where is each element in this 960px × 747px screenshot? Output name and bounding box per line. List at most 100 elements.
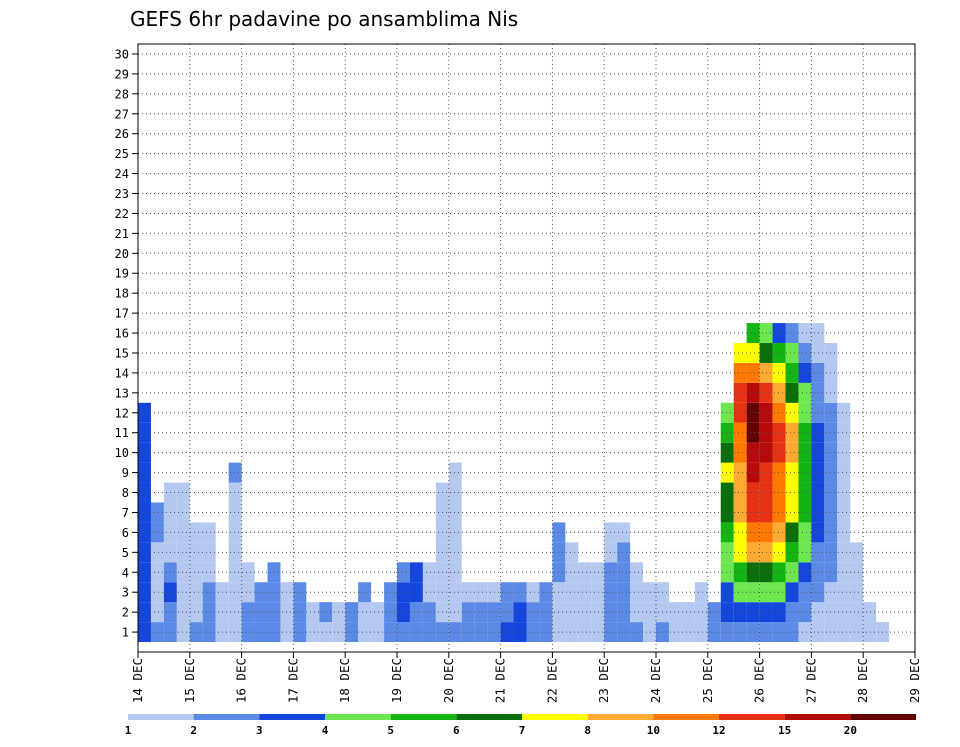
heatmap-cell [772,622,786,643]
heatmap-cell [150,582,164,603]
heatmap-cell [617,562,631,583]
legend-label: 7 [519,724,526,737]
x-tick-label: 29 DEC [907,658,922,703]
heatmap-cell [785,602,799,623]
heatmap-cell [772,422,786,443]
heatmap-cell [733,502,747,523]
heatmap-cell [526,602,540,623]
heatmap-cell [591,562,605,583]
heatmap-cell [681,602,695,623]
heatmap-cell [448,542,462,563]
heatmap-cell [798,323,812,344]
y-tick-label: 10 [115,446,129,460]
heatmap-cell [798,343,812,363]
heatmap-cell [448,602,462,623]
legend-swatch [784,714,851,720]
heatmap-cell [798,382,812,403]
heatmap-cell [798,362,812,383]
heatmap-cell [643,602,656,623]
heatmap-cell [746,422,760,443]
heatmap-cell [746,362,760,383]
heatmap-cell [474,582,488,603]
heatmap-cell [150,502,164,523]
heatmap-cell [811,582,825,603]
heatmap-cell [772,323,786,344]
legend-swatch [193,714,260,720]
x-tick-label: 19 DEC [389,658,404,703]
heatmap-cell [345,622,359,643]
heatmap-cell [785,582,799,603]
heatmap-cell [772,602,786,623]
heatmap-cell [306,622,320,643]
heatmap-cell [811,442,825,463]
x-tick-label: 22 DEC [544,658,559,703]
heatmap-cell [798,442,812,463]
y-tick-label: 28 [115,87,129,101]
heatmap-cell [694,602,708,623]
heatmap-cell [176,602,190,623]
heatmap-cell [138,462,151,483]
heatmap-cell [267,582,281,603]
heatmap-cell [746,323,760,344]
y-tick-label: 11 [115,426,129,440]
heatmap-cell [785,362,799,383]
heatmap-cell [837,542,851,563]
y-tick-label: 1 [122,626,129,640]
heatmap-cell [241,622,255,643]
heatmap-cell [798,622,812,643]
heatmap-cell [772,402,786,423]
heatmap-cell [448,502,462,523]
heatmap-cell [746,382,760,403]
heatmap-cell [474,602,488,623]
heatmap-cell [228,522,242,543]
heatmap-cell [591,602,605,623]
heatmap-cell [189,602,203,623]
heatmap-cell [409,562,423,583]
heatmap-cell [772,502,786,523]
y-tick-label: 13 [115,386,129,400]
y-tick-label: 3 [122,586,129,600]
heatmap-cell [228,502,242,523]
heatmap-cell [565,542,579,563]
heatmap-cell [267,622,281,643]
heatmap-cell [578,602,592,623]
heatmap-cell [811,422,825,443]
heatmap-cell [358,582,372,603]
legend-swatch [653,714,719,720]
grid-lines [138,44,915,652]
heatmap-cell [176,542,190,563]
x-tick-label: 28 DEC [855,658,870,703]
heatmap-cell [746,562,760,583]
legend-label: 4 [322,724,329,737]
heatmap-cell [733,343,747,363]
heatmap-cell [578,582,592,603]
heatmap-cell [461,622,475,643]
heatmap-cell [733,622,747,643]
heatmap-cell [733,442,747,463]
heatmap-cell [293,622,307,643]
heatmap-cell [850,562,864,583]
heatmap-cell [176,522,190,543]
heatmap-cell [176,482,190,503]
heatmap-cell [189,622,203,643]
heatmap-cell [539,622,553,643]
heatmap-cell [785,462,799,483]
heatmap-cell [850,542,864,563]
heatmap-cell [668,622,682,643]
heatmap-cell [422,582,436,603]
heatmap-cell [772,442,786,463]
heatmap-cell [733,462,747,483]
y-tick-label: 18 [115,287,129,301]
heatmap-cell [202,542,216,563]
x-tick-label: 27 DEC [803,658,818,703]
heatmap-cell [837,482,851,503]
y-tick-label: 6 [122,526,129,540]
heatmap-cell [202,562,216,583]
legend-swatch [587,714,654,720]
heatmap-cell [798,422,812,443]
y-tick-label: 27 [115,107,129,121]
heatmap-cell [591,582,605,603]
heatmap-cell [293,582,307,603]
heatmap-cell [837,602,851,623]
heatmap-cell [785,422,799,443]
